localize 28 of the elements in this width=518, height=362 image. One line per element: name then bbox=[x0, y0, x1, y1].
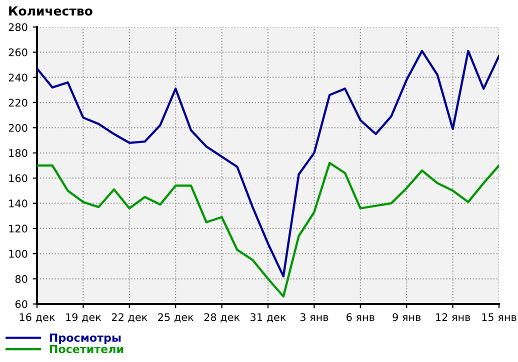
y-tick-label: 260 bbox=[8, 48, 28, 56]
x-tick-label: 12 янв bbox=[436, 313, 470, 321]
x-tick-label: 31 дек bbox=[250, 313, 286, 322]
legend-label: Посетители bbox=[50, 344, 124, 354]
y-tick-label: 100 bbox=[9, 250, 28, 258]
x-tick-label: 28 дек bbox=[204, 313, 240, 322]
x-tick-label: 3 янв bbox=[300, 313, 328, 322]
x-tick-label: 9 янв bbox=[392, 313, 421, 322]
x-tick-label: 6 янв bbox=[346, 313, 374, 322]
line-series bbox=[37, 162, 499, 298]
y-tick-label: 120 bbox=[9, 224, 28, 233]
y-tick-label: 160 bbox=[9, 174, 28, 182]
y-tick-label: 280 bbox=[8, 23, 28, 32]
chart-title: Количество bbox=[9, 6, 92, 16]
y-tick-label: 140 bbox=[9, 200, 28, 208]
y-tick-label: 60 bbox=[15, 300, 28, 308]
y-tick-label: 180 bbox=[9, 149, 28, 158]
x-tick-label: 25 дек bbox=[158, 313, 194, 322]
x-tick-label: 16 дек bbox=[20, 313, 55, 322]
legend-label: Просмотры bbox=[50, 334, 121, 344]
y-tick-label: 240 bbox=[8, 74, 28, 82]
y-tick-label: 80 bbox=[15, 275, 28, 283]
x-tick-label: 19 дек bbox=[66, 313, 102, 322]
y-tick-label: 200 bbox=[8, 124, 28, 132]
x-tick-label: 22 дек bbox=[112, 313, 148, 322]
x-tick-label: 15 янв bbox=[482, 313, 516, 322]
line-series bbox=[37, 50, 499, 278]
y-tick-label: 220 bbox=[8, 98, 28, 107]
